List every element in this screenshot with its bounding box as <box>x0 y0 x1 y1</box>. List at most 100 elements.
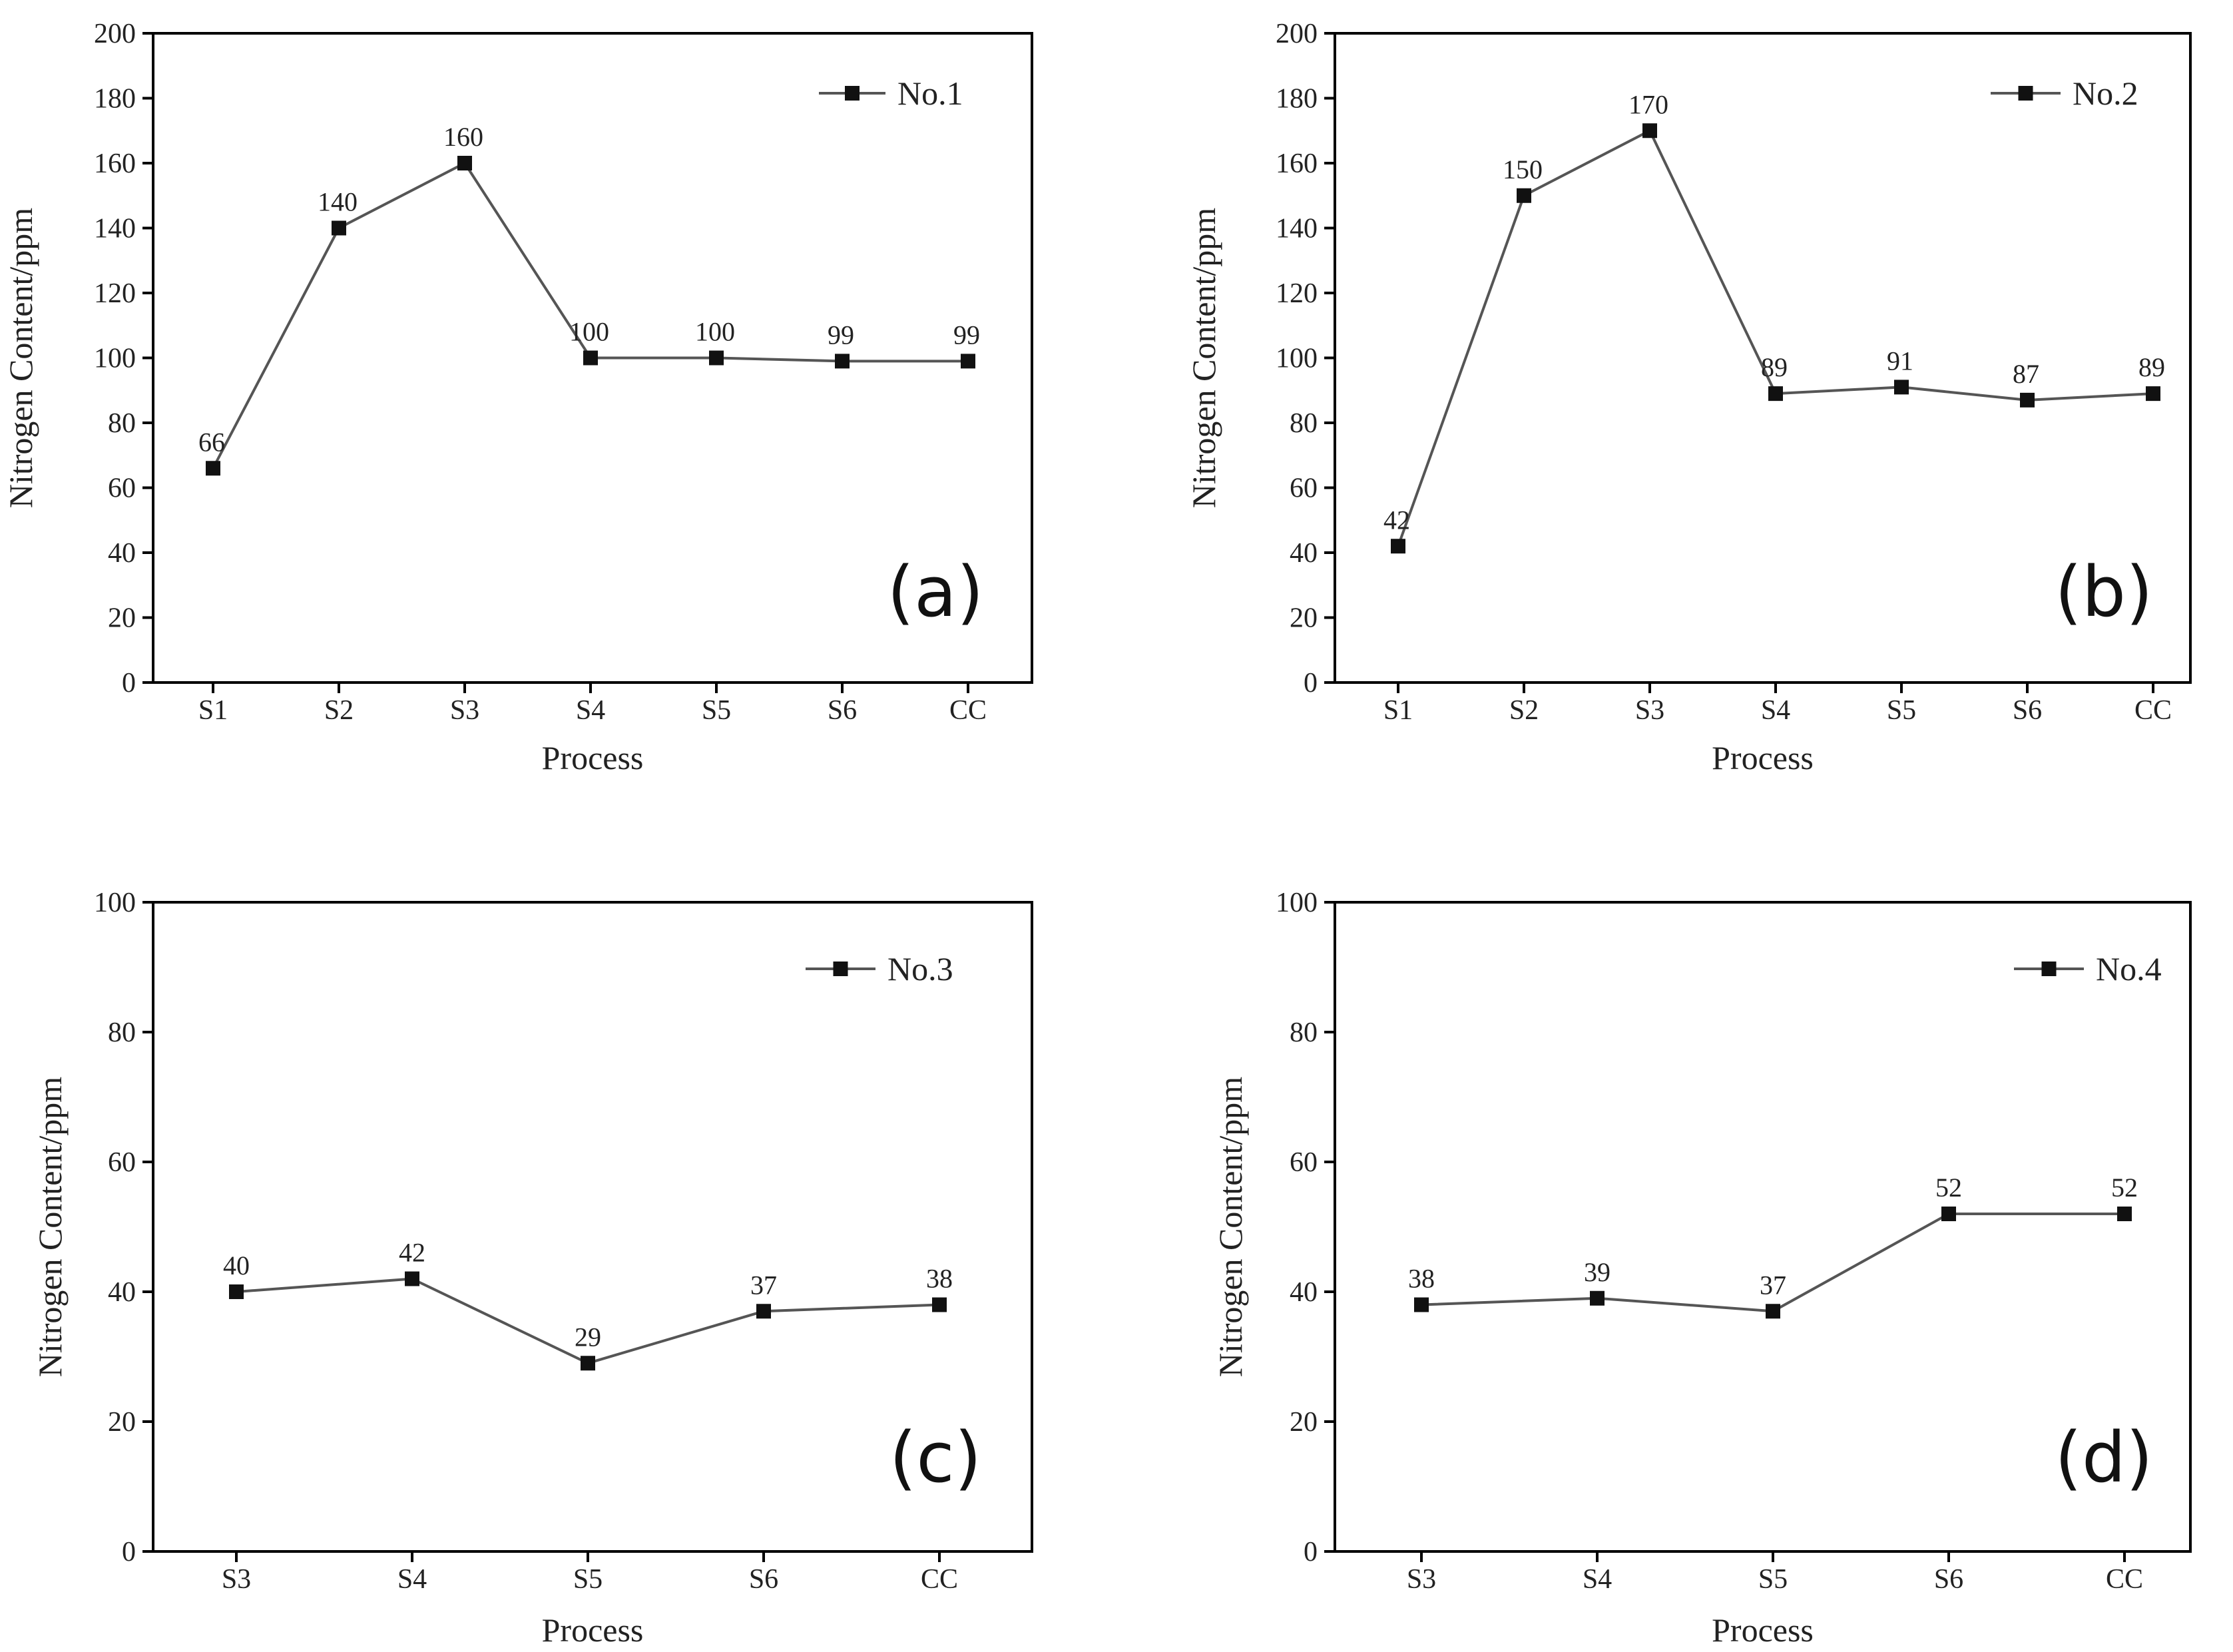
y-tick-label-c: 40 <box>108 1277 136 1308</box>
chart-c: 0 20 40 60 80 100 S3 S4 S5 S6 CC Process Nitrogen Co… <box>31 888 1033 1649</box>
data-label-b: 91 <box>1887 346 1913 376</box>
x-tick-label-c: S3 <box>222 1564 251 1595</box>
legend-marker-c <box>833 962 848 976</box>
legend-marker-a <box>845 86 860 101</box>
data-point-a <box>332 220 346 236</box>
data-label-a: 160 <box>443 122 483 152</box>
plot-frame-c <box>152 901 1033 1553</box>
data-point-b <box>1517 188 1531 203</box>
x-tick-label-a: S1 <box>198 695 228 726</box>
x-tick-label-a: S2 <box>324 695 354 726</box>
x-tick-label-d: S3 <box>1407 1564 1436 1595</box>
data-label-a: 66 <box>198 427 225 457</box>
x-axis-title-c: Process <box>542 1611 644 1649</box>
data-point-d <box>1941 1207 1956 1221</box>
legend-label-c: No.3 <box>887 950 953 987</box>
data-point-c <box>932 1297 947 1312</box>
x-tick-label-d: CC <box>2106 1564 2143 1595</box>
y-tick-label-a: 20 <box>108 603 136 634</box>
data-label-a: 100 <box>569 317 609 347</box>
y-tick-label-b: 140 <box>1276 214 1318 244</box>
y-tick-label-a: 60 <box>108 473 136 504</box>
y-tick-label-d: 60 <box>1290 1147 1318 1178</box>
data-label-b: 87 <box>2013 359 2039 389</box>
data-label-a: 99 <box>953 320 980 350</box>
x-tick-label-d: S6 <box>1934 1564 1963 1595</box>
x-tick-label-b: S6 <box>2013 695 2042 726</box>
legend-marker-d <box>2041 962 2057 976</box>
data-label-c: 29 <box>575 1322 601 1352</box>
panel-label-d: (d) <box>2055 1417 2152 1498</box>
x-tick-label-c: S5 <box>573 1564 603 1595</box>
data-point-c <box>756 1304 771 1319</box>
y-tick-label-a: 180 <box>94 84 136 115</box>
data-label-c: 37 <box>750 1270 777 1300</box>
y-tick-label-c: 100 <box>94 888 136 918</box>
data-point-a <box>961 354 975 369</box>
data-point-d <box>1590 1290 1605 1306</box>
x-tick-label-a: S6 <box>828 695 857 726</box>
y-axis-title-b: Nitrogen Content/ppm <box>1185 208 1222 508</box>
data-label-d: 52 <box>1935 1173 1962 1203</box>
y-tick-label-a: 0 <box>122 668 136 698</box>
plot-frame-d <box>1334 901 2192 1553</box>
y-tick-label-b: 200 <box>1276 19 1318 49</box>
data-point-b <box>1894 380 1909 395</box>
y-tick-label-a: 120 <box>94 278 136 309</box>
x-axis-title-a: Process <box>542 739 644 776</box>
y-tick-label-a: 40 <box>108 538 136 569</box>
data-label-c: 40 <box>223 1250 250 1280</box>
y-tick-label-a: 200 <box>94 19 136 49</box>
data-label-a: 140 <box>318 187 358 217</box>
x-tick-label-b: S5 <box>1887 695 1916 726</box>
data-label-a: 100 <box>695 317 735 347</box>
x-tick-label-b: CC <box>2134 695 2172 726</box>
y-axis-title-c: Nitrogen Content/ppm <box>31 1077 69 1377</box>
x-tick-label-a: S3 <box>450 695 479 726</box>
y-tick-label-d: 20 <box>1290 1407 1318 1438</box>
chart-a: 0 20 40 60 80 100 120 140 160 180 200 S1 S2 S3 S4 S5 S6 C… <box>2 19 1033 776</box>
data-label-d: 38 <box>1408 1264 1435 1294</box>
y-tick-label-b: 180 <box>1276 84 1318 115</box>
x-tick-label-a: S5 <box>702 695 731 726</box>
x-tick-label-a: S4 <box>576 695 605 726</box>
y-tick-label-b: 40 <box>1290 538 1318 569</box>
data-point-a <box>457 156 472 170</box>
data-point-b <box>1768 386 1783 402</box>
chart-b: 0 20 40 60 80 100 120 140 160 180 200 S1 S2 S3 S4 S5 S6 C… <box>1185 19 2192 776</box>
data-label-c: 42 <box>399 1238 425 1268</box>
x-tick-label-c: S6 <box>749 1564 778 1595</box>
data-label-b: 89 <box>2138 352 2165 382</box>
y-tick-label-b: 100 <box>1276 344 1318 374</box>
legend-marker-b <box>2018 86 2033 101</box>
y-axis-title-a: Nitrogen Content/ppm <box>2 208 39 508</box>
data-label-b: 89 <box>1761 352 1788 382</box>
x-tick-label-b: S2 <box>1509 695 1539 726</box>
data-point-d <box>1766 1304 1780 1319</box>
data-point-b <box>2020 392 2035 408</box>
legend-label-d: No.4 <box>2096 950 2162 987</box>
y-tick-label-b: 0 <box>1304 668 1318 698</box>
y-axis-title-d: Nitrogen Content/ppm <box>1212 1077 1249 1377</box>
y-tick-label-c: 0 <box>122 1537 136 1567</box>
data-label-c: 38 <box>926 1264 953 1294</box>
y-tick-label-c: 60 <box>108 1147 136 1178</box>
chart-d: 0 20 40 60 80 100 S3 S4 S5 S6 CC Process Nitrogen Co… <box>1212 888 2192 1649</box>
y-tick-label-d: 40 <box>1290 1277 1318 1308</box>
y-tick-label-d: 80 <box>1290 1017 1318 1048</box>
series-line-b <box>1397 129 2154 547</box>
legend-label-b: No.2 <box>2073 75 2138 112</box>
x-tick-label-a: CC <box>949 695 987 726</box>
data-point-d <box>2117 1207 2132 1221</box>
y-tick-label-a: 140 <box>94 214 136 244</box>
data-label-b: 170 <box>1628 89 1668 119</box>
legend-label-a: No.1 <box>897 75 963 112</box>
x-tick-label-d: S5 <box>1758 1564 1788 1595</box>
panel-label-a: (a) <box>887 551 984 633</box>
data-point-b <box>1642 123 1657 138</box>
data-point-c <box>405 1271 419 1286</box>
x-tick-label-d: S4 <box>1583 1564 1612 1595</box>
y-tick-label-b: 160 <box>1276 148 1318 179</box>
data-label-d: 37 <box>1760 1270 1786 1300</box>
y-tick-label-a: 160 <box>94 148 136 179</box>
